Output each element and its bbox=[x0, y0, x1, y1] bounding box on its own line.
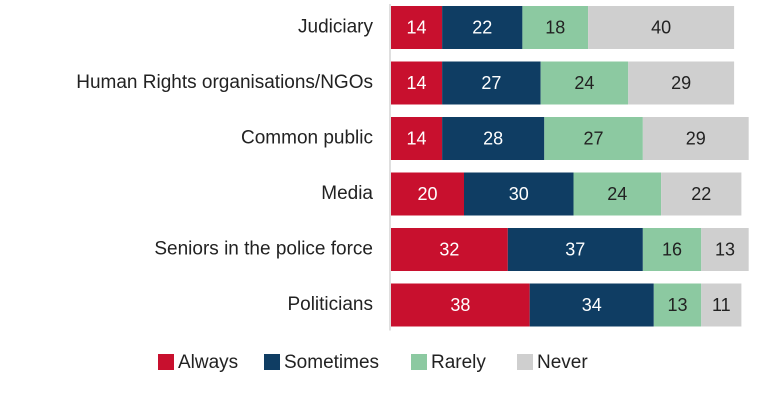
category-label: Judiciary bbox=[298, 17, 373, 38]
data-label: 38 bbox=[450, 295, 470, 315]
data-label: 27 bbox=[584, 128, 604, 148]
data-label: 37 bbox=[565, 239, 585, 259]
bar-segment-rarely bbox=[653, 283, 702, 327]
bar-segment-always bbox=[391, 283, 530, 327]
data-label: 40 bbox=[651, 17, 671, 37]
legend-swatch-always bbox=[158, 354, 174, 370]
bar-segment-never bbox=[588, 6, 735, 49]
legend-label-rarely: Rarely bbox=[431, 352, 486, 373]
bar-segment-always bbox=[391, 117, 443, 160]
bar-segment-never bbox=[661, 172, 742, 216]
bar-segment-always bbox=[391, 172, 464, 216]
category-label: Human Rights organisations/NGOs bbox=[76, 72, 373, 93]
data-label: 18 bbox=[545, 17, 565, 37]
bar-segment-rarely bbox=[540, 61, 629, 105]
legend-swatch-never bbox=[517, 354, 533, 370]
data-label: 29 bbox=[671, 73, 691, 93]
legend-label-never: Never bbox=[537, 352, 588, 373]
bar-segment-rarely bbox=[544, 117, 643, 160]
data-label: 32 bbox=[439, 239, 459, 259]
bar-segment-rarely bbox=[522, 6, 589, 49]
data-label: 14 bbox=[407, 17, 427, 37]
data-label: 13 bbox=[668, 295, 688, 315]
bar-segment-sometimes bbox=[442, 6, 523, 49]
legend-swatch-sometimes bbox=[264, 354, 280, 370]
bar-segment-never bbox=[701, 283, 742, 327]
data-label: 28 bbox=[483, 128, 503, 148]
data-label: 24 bbox=[574, 73, 594, 93]
bar-segment-never bbox=[628, 61, 735, 105]
legend-label-sometimes: Sometimes bbox=[284, 352, 379, 373]
bar-segment-always bbox=[391, 6, 443, 49]
data-label: 34 bbox=[582, 295, 602, 315]
data-label: 29 bbox=[686, 128, 706, 148]
data-label: 22 bbox=[472, 17, 492, 37]
bar-segment-rarely bbox=[573, 172, 662, 216]
legend-label-always: Always bbox=[178, 352, 238, 373]
category-label: Seniors in the police force bbox=[154, 239, 373, 260]
data-label: 13 bbox=[715, 239, 735, 259]
data-label: 30 bbox=[509, 184, 529, 204]
bar-segment-sometimes bbox=[507, 228, 643, 271]
bar-segment-rarely bbox=[642, 228, 702, 271]
bar-segment-always bbox=[391, 61, 443, 105]
bar-segment-never bbox=[701, 228, 749, 271]
legend-swatch-rarely bbox=[411, 354, 427, 370]
category-label: Common public bbox=[241, 128, 373, 149]
category-label: Media bbox=[321, 183, 373, 204]
data-label: 20 bbox=[417, 184, 437, 204]
category-label: Politicians bbox=[287, 294, 373, 315]
data-label: 11 bbox=[712, 295, 731, 315]
bar-segment-sometimes bbox=[464, 172, 574, 216]
bar-segment-sometimes bbox=[529, 283, 654, 327]
bar-segment-sometimes bbox=[442, 61, 541, 105]
data-label: 22 bbox=[691, 184, 711, 204]
bar-segment-always bbox=[391, 228, 508, 271]
data-label: 14 bbox=[407, 73, 427, 93]
data-label: 14 bbox=[407, 128, 427, 148]
bar-segment-never bbox=[642, 117, 749, 160]
data-label: 27 bbox=[481, 73, 501, 93]
bar-segment-sometimes bbox=[442, 117, 545, 160]
data-label: 16 bbox=[662, 239, 682, 259]
data-label: 24 bbox=[607, 184, 627, 204]
